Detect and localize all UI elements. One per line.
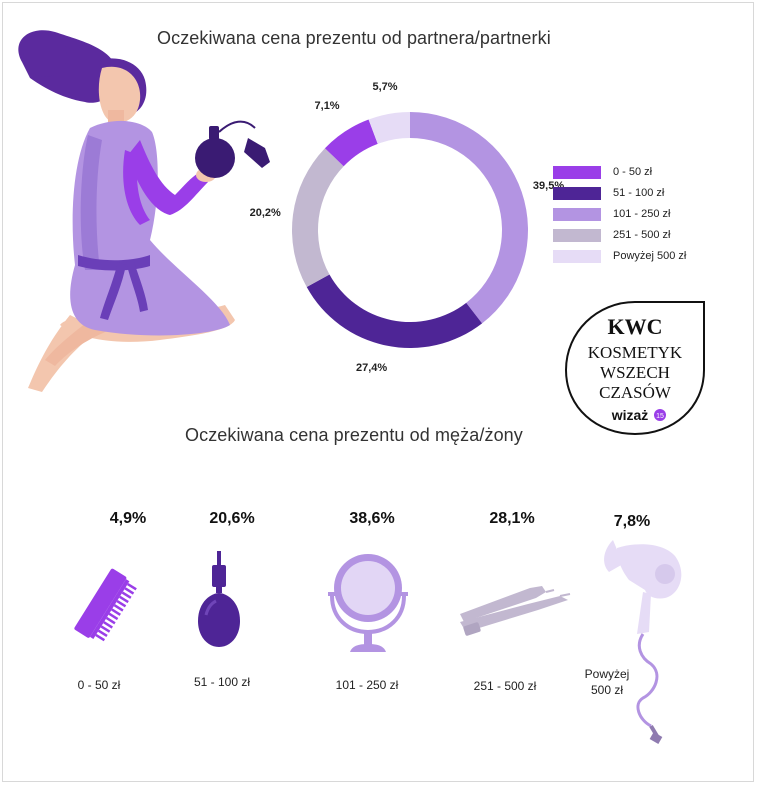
- donut-value-label: 27,4%: [356, 362, 387, 374]
- range-label-line: Powyżej: [584, 667, 630, 681]
- donut-slice: [292, 148, 344, 288]
- value-label: 4,9%: [109, 510, 147, 527]
- value-label: 20,6%: [209, 510, 255, 527]
- value-label: 7,8%: [613, 513, 651, 530]
- legend-swatch: [553, 228, 601, 242]
- woman-with-perfume-illustration: [18, 30, 270, 392]
- legend-swatch: [553, 165, 601, 179]
- badge-line-3: CZASÓW: [599, 383, 672, 402]
- value-label: 38,6%: [349, 510, 395, 527]
- badge-line-2: WSZECH: [600, 363, 670, 382]
- hair-straightener-icon: [460, 586, 571, 636]
- kwc-badge: KWC KOSMETYK WSZECH CZASÓW wizaż 15: [564, 301, 705, 436]
- donut-slice: [306, 274, 483, 348]
- legend-label: 101 - 250 zł: [613, 208, 671, 220]
- donut-slice: [368, 112, 410, 144]
- donut-slice: [324, 119, 378, 167]
- perfume-bottle-icon: [198, 551, 240, 647]
- wizaz-brand: wizaż: [611, 407, 649, 423]
- donut-chart-title: Oczekiwana cena prezentu od partnera/par…: [157, 28, 551, 48]
- donut-slice: [410, 112, 528, 324]
- wizaz-mark-number: 15: [656, 413, 664, 420]
- wizaz-mark-icon: [654, 409, 666, 421]
- range-label: Powyżej 500 zł: [585, 666, 630, 698]
- legend-item: 51 - 100 zł: [553, 183, 686, 203]
- legend-swatch: [553, 186, 601, 200]
- donut-value-label: 5,7%: [373, 81, 398, 93]
- legend-item: Powyżej 500 zł: [553, 246, 686, 266]
- legend-label: Powyżej 500 zł: [613, 250, 687, 262]
- donut-value-label: 20,2%: [250, 207, 281, 219]
- icons-chart-title: Oczekiwana cena prezentu od męża/żony: [185, 425, 523, 445]
- donut-chart-legend: 0 - 50 zł 51 - 100 zł 101 - 250 zł 251 -…: [553, 162, 686, 267]
- legend-item: 251 - 500 zł: [553, 225, 686, 245]
- value-label: 28,1%: [489, 510, 535, 527]
- kwc-logo: KWC: [608, 314, 663, 339]
- comb-icon: [74, 568, 137, 642]
- range-label: 251 - 500 zł: [473, 679, 537, 693]
- badge-line-1: KOSMETYK: [588, 343, 683, 362]
- range-label: 51 - 100 zł: [193, 675, 251, 689]
- legend-item: 0 - 50 zł: [553, 162, 686, 182]
- donut-value-label: 7,1%: [315, 100, 340, 112]
- hair-dryer-icon: [604, 540, 682, 744]
- legend-label: 51 - 100 zł: [613, 187, 665, 199]
- mirror-icon: [328, 554, 408, 652]
- donut-chart: 39,5%27,4%20,2%7,1%5,7%: [250, 81, 565, 374]
- legend-label: 251 - 500 zł: [613, 229, 671, 241]
- legend-swatch: [553, 207, 601, 221]
- legend-item: 101 - 250 zł: [553, 204, 686, 224]
- range-label: 0 - 50 zł: [77, 678, 121, 692]
- legend-swatch: [553, 249, 601, 263]
- range-label-line: 500 zł: [590, 683, 624, 697]
- legend-label: 0 - 50 zł: [613, 166, 653, 178]
- range-label: 101 - 250 zł: [335, 678, 399, 692]
